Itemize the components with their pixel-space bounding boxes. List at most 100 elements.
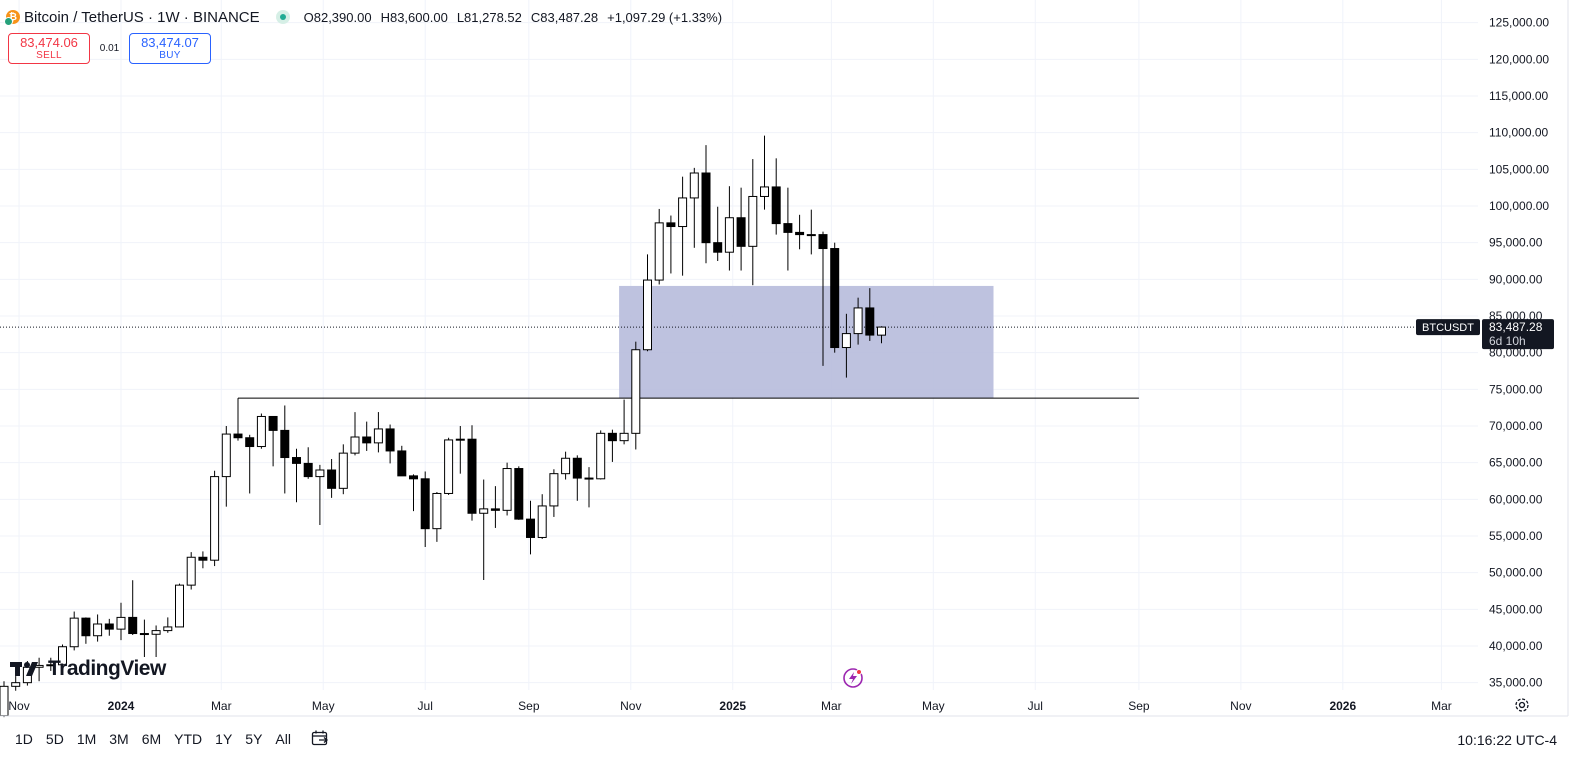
candle-body xyxy=(666,222,676,228)
candle-body xyxy=(93,623,103,637)
candle-body xyxy=(467,438,477,514)
candle-body xyxy=(151,630,161,635)
candle-body xyxy=(373,428,383,444)
x-tick-label: Mar xyxy=(211,699,232,713)
range-selector: 1D 5D 1M 3M 6M YTD 1Y 5Y All xyxy=(15,731,304,747)
tradingview-logo-icon xyxy=(10,662,38,676)
flash-icon[interactable] xyxy=(842,667,864,689)
candle-body xyxy=(432,492,442,530)
y-tick-label: 35,000.00 xyxy=(1489,676,1543,690)
candle-body xyxy=(678,197,688,228)
candle-body xyxy=(0,685,9,717)
settings-gear-icon[interactable] xyxy=(1515,698,1529,712)
calendar-goto-icon[interactable] xyxy=(310,728,330,748)
candle-body xyxy=(245,437,255,448)
ohlc-close: C83,487.28 xyxy=(530,9,599,25)
range-1d[interactable]: 1D xyxy=(15,731,33,747)
range-3m[interactable]: 3M xyxy=(109,731,129,747)
price-tag-bg xyxy=(1482,319,1554,350)
candle-body xyxy=(350,436,360,454)
y-tick-label: 50,000.00 xyxy=(1489,566,1543,580)
y-tick-label: 55,000.00 xyxy=(1489,529,1543,543)
range-5d[interactable]: 5D xyxy=(45,731,64,747)
x-tick-label: May xyxy=(922,699,945,713)
ohlc-values: O82,390.00 H83,600.00 L81,278.52 C83,487… xyxy=(304,10,722,25)
spread-value: 0.01 xyxy=(99,43,120,54)
y-tick-label: 90,000.00 xyxy=(1489,272,1543,286)
symbol-tag-label: BTCUSDT xyxy=(1422,322,1474,334)
x-tick-label: Mar xyxy=(821,699,842,713)
buy-price: 83,474.07 xyxy=(141,34,199,50)
candle-body xyxy=(584,477,594,480)
candle-body xyxy=(877,326,886,336)
candle-body xyxy=(315,469,325,478)
candle-body xyxy=(256,415,266,448)
y-tick-label: 45,000.00 xyxy=(1489,602,1543,616)
candle-body xyxy=(420,478,430,530)
candle-body xyxy=(853,307,863,335)
candle-body xyxy=(526,518,535,538)
y-tick-label: 105,000.00 xyxy=(1489,162,1549,176)
candle-body xyxy=(116,616,126,630)
candle-body xyxy=(818,234,828,250)
range-ytd[interactable]: YTD xyxy=(174,731,203,747)
candle-body xyxy=(736,217,746,247)
candle-body xyxy=(514,468,524,520)
y-tick-label: 100,000.00 xyxy=(1489,199,1549,213)
y-tick-label: 40,000.00 xyxy=(1489,639,1543,653)
range-1m[interactable]: 1M xyxy=(76,731,97,747)
candle-body xyxy=(654,222,664,281)
price-axis-bg xyxy=(1478,0,1585,766)
countdown-label: 6d 10h xyxy=(1489,334,1526,348)
watermark-text: TradingView xyxy=(48,657,166,680)
clock[interactable]: 10:16:22 UTC-4 xyxy=(1457,732,1557,748)
candle-body xyxy=(280,429,290,459)
price-tag-label: 83,487.28 xyxy=(1489,320,1543,334)
ohlc-open: O82,390.00 xyxy=(303,9,372,25)
candle-body xyxy=(210,476,220,561)
candle-body xyxy=(139,633,149,636)
candle-body xyxy=(338,452,348,489)
sell-label: SELL xyxy=(36,49,62,61)
candle-body xyxy=(186,556,196,586)
ohlc-high: H83,600.00 xyxy=(380,9,448,25)
x-tick-label: Nov xyxy=(620,699,641,713)
ohlc-low: L81,278.52 xyxy=(456,9,522,25)
y-tick-label: 65,000.00 xyxy=(1489,456,1543,470)
range-5y[interactable]: 5Y xyxy=(245,731,263,747)
candle-body xyxy=(724,217,734,253)
x-tick-label: Nov xyxy=(1230,699,1251,713)
range-6m[interactable]: 6M xyxy=(141,731,162,747)
sell-button[interactable]: 83,474.06 SELL xyxy=(8,33,90,64)
symbol-title[interactable]: Bitcoin / TetherUS · 1W · BINANCE xyxy=(24,8,260,26)
range-1y[interactable]: 1Y xyxy=(215,731,233,747)
candle-body xyxy=(748,195,758,247)
candle-body xyxy=(806,234,816,237)
candle-body xyxy=(46,664,56,667)
buy-button[interactable]: 83,474.07 BUY xyxy=(129,33,211,64)
x-tick-label: Nov xyxy=(8,699,29,713)
candle-body xyxy=(596,432,606,480)
candle-body xyxy=(701,172,711,244)
x-tick-label: 2024 xyxy=(108,699,135,713)
y-tick-label: 60,000.00 xyxy=(1489,492,1543,506)
y-tick-label: 80,000.00 xyxy=(1489,346,1543,360)
candle-body xyxy=(783,223,793,233)
symbol-header: ₿ Bitcoin / TetherUS · 1W · BINANCE O82,… xyxy=(4,7,722,27)
bottom-toolbar: 1D 5D 1M 3M 6M YTD 1Y 5Y All 10:16:22 UTC-4 xyxy=(0,722,1585,756)
x-tick-label: Mar xyxy=(1431,699,1452,713)
candle-body xyxy=(795,231,805,236)
candle-body xyxy=(619,432,629,442)
y-tick-label: 115,000.00 xyxy=(1489,89,1548,103)
y-tick-label: 120,000.00 xyxy=(1489,52,1549,66)
candle-body xyxy=(607,432,617,442)
candle-body xyxy=(830,248,840,349)
range-all[interactable]: All xyxy=(275,731,291,747)
buy-label: BUY xyxy=(159,49,181,61)
x-tick-label: May xyxy=(312,699,335,713)
candle-body xyxy=(444,439,454,494)
candle-body xyxy=(771,186,781,225)
candle-body xyxy=(572,457,582,479)
